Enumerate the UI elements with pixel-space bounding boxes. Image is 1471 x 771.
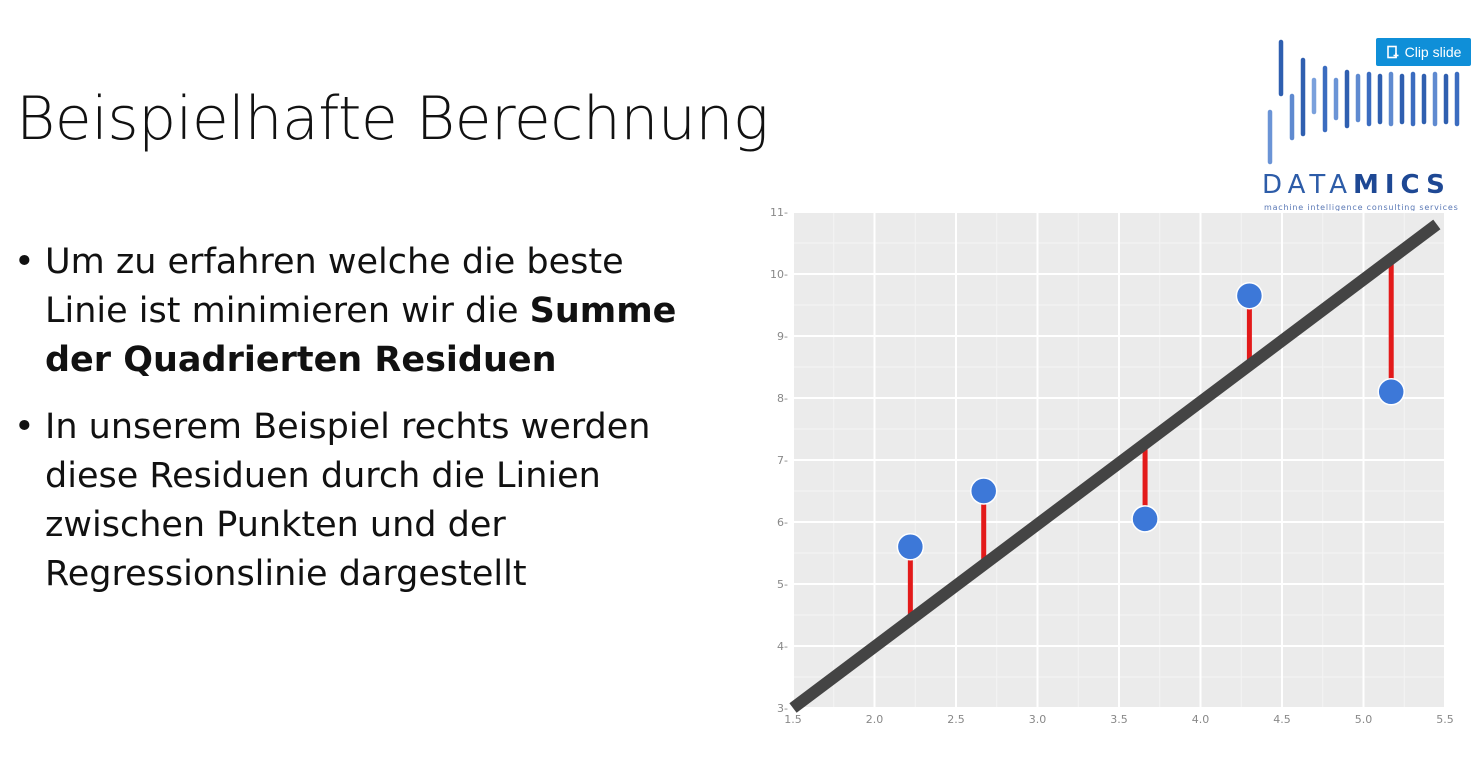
clip-icon <box>1386 45 1399 59</box>
clip-slide-button[interactable]: Clip slide <box>1376 38 1471 66</box>
y-tick-label: 6- <box>777 516 788 529</box>
bullet-text: In unserem Beispiel rechts werden diese … <box>45 407 651 594</box>
x-tick-label: 1.5 <box>784 713 802 726</box>
y-tick-label: 4- <box>777 640 788 653</box>
x-tick-label: 2.5 <box>947 713 965 726</box>
regression-chart: 1.5 2.0 2.5 3.0 3.5 4.0 4.5 5.0 5.5 3- 4- 5- 6- 7- 8-… <box>770 206 1454 726</box>
x-tick-label: 3.5 <box>1110 713 1128 726</box>
logo-tagline: machine intelligence consulting services <box>1264 203 1459 212</box>
bullet-item: • In unserem Beispiel rechts werden dies… <box>14 403 704 599</box>
data-point <box>1131 505 1159 533</box>
regression-line <box>789 219 1441 713</box>
bullet-list: • Um zu erfahren welche die beste Linie … <box>14 238 704 617</box>
data-point <box>1235 281 1264 310</box>
y-tick-label: 5- <box>777 578 788 591</box>
x-tick-label: 3.0 <box>1029 713 1047 726</box>
y-tick-label: 11- <box>770 206 788 219</box>
x-tick-label: 5.5 <box>1436 713 1454 726</box>
y-tick-labels: 3- 4- 5- 6- 7- 8- 9- 10- 11- <box>770 206 788 715</box>
x-tick-label: 4.5 <box>1273 713 1291 726</box>
logo-word-part2: MICS <box>1352 170 1451 200</box>
data-point <box>1377 378 1405 406</box>
logo-word-part1: DATA <box>1262 170 1353 200</box>
x-tick-label: 5.0 <box>1355 713 1373 726</box>
x-tick-label: 4.0 <box>1192 713 1210 726</box>
data-point <box>969 477 998 505</box>
logo-wordmark: DATAMICS <box>1262 170 1451 200</box>
y-tick-label: 3- <box>777 702 788 715</box>
datamics-logo-bars <box>1267 39 1460 165</box>
slide-title: Beispielhafte Berechnung <box>16 84 769 154</box>
bullet-marker: • <box>14 407 35 447</box>
clip-slide-label: Clip slide <box>1404 44 1462 60</box>
bullet-text: Um zu erfahren welche die beste Linie is… <box>45 242 624 331</box>
y-tick-label: 7- <box>777 454 788 467</box>
y-tick-label: 9- <box>777 330 788 343</box>
bullet-bold-text: Summe der Quadrierten Residuen <box>45 291 677 380</box>
grid-major <box>792 211 1446 709</box>
y-tick-label: 8- <box>777 392 788 405</box>
data-point <box>896 533 925 561</box>
data-points <box>896 281 1405 561</box>
x-tick-label: 2.0 <box>866 713 884 726</box>
y-tick-label: 10- <box>770 268 788 281</box>
bullet-item: • Um zu erfahren welche die beste Linie … <box>14 238 704 385</box>
x-tick-labels: 1.5 2.0 2.5 3.0 3.5 4.0 4.5 5.0 5.5 <box>784 713 1454 726</box>
bullet-marker: • <box>14 242 35 282</box>
